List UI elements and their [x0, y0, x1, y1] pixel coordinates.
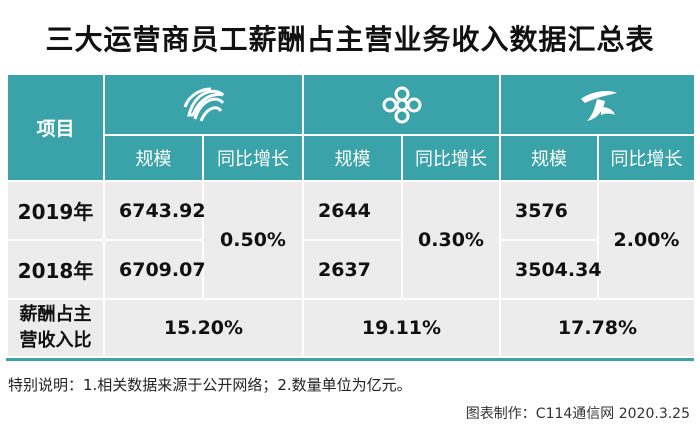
unicom-scale-header: 规模 — [302, 134, 403, 182]
mobile-growth-value: 0.50% — [202, 180, 304, 300]
unicom-growth-header: 同比增长 — [401, 134, 501, 182]
mobile-ratio-value: 15.20% — [103, 298, 304, 358]
page-title: 三大运营商员工薪酬占主营业务收入数据汇总表 — [45, 23, 655, 56]
ratio-label-cell: 薪酬占主 营收入比 — [6, 298, 105, 358]
telecom-ratio-value: 17.78% — [499, 298, 696, 358]
telecom-growth-value: 2.00% — [597, 180, 696, 300]
ratio-label-line2: 营收入比 — [19, 330, 92, 351]
header-item-cell: 项目 — [6, 73, 105, 182]
telecom-growth-header: 同比增长 — [597, 134, 696, 182]
summary-table: 项目 — [6, 73, 696, 358]
telecom-scale-header: 规模 — [499, 134, 599, 182]
credit-line: 图表制作：C114通信网 2020.3.25 — [465, 406, 690, 422]
mobile-2018-value: 6709.07 — [103, 239, 206, 300]
telecom-2019-value: 3576 — [499, 180, 599, 241]
china-telecom-logo-icon — [580, 90, 617, 121]
unicom-growth-value: 0.30% — [401, 180, 501, 300]
china-unicom-logo-cell — [302, 73, 501, 136]
unicom-ratio-value: 19.11% — [302, 298, 501, 358]
unicom-2018-value: 2637 — [302, 239, 403, 300]
footnote: 特别说明：1.相关数据来源于公开网络；2.数量单位为亿元。 — [8, 376, 412, 394]
mobile-scale-header: 规模 — [103, 134, 204, 182]
ratio-label-line1: 薪酬占主 — [19, 304, 92, 325]
unicom-2019-value: 2644 — [302, 180, 403, 241]
header-item-label: 项目 — [36, 118, 75, 140]
mobile-growth-header: 同比增长 — [202, 134, 304, 182]
table-bottom-rule — [6, 358, 694, 361]
year-2018-label: 2018年 — [6, 239, 105, 300]
china-unicom-logo-icon — [382, 86, 421, 123]
china-telecom-logo-cell — [499, 73, 696, 136]
mobile-2019-value: 6743.92 — [103, 180, 206, 241]
year-2019-label: 2019年 — [6, 180, 105, 241]
china-mobile-logo-icon — [183, 87, 224, 122]
telecom-2018-value: 3504.34 — [499, 239, 602, 300]
china-mobile-logo-cell — [103, 73, 304, 136]
